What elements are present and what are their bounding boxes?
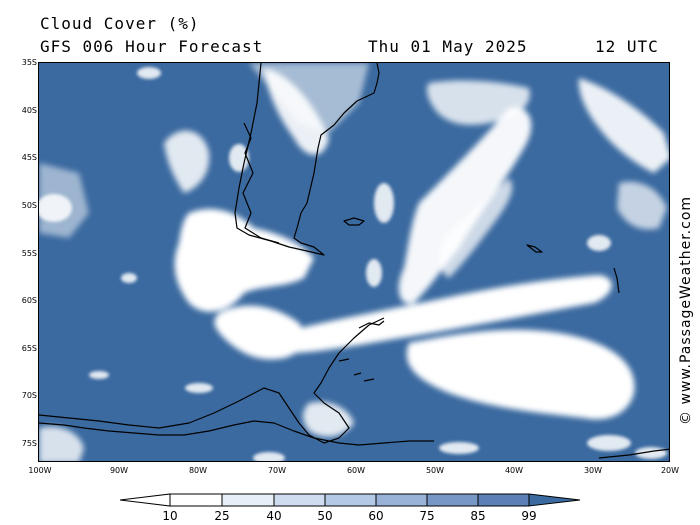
cloud-cell	[587, 235, 611, 251]
coastline-south-georgia	[526, 244, 543, 253]
legend-label-40: 40	[266, 509, 282, 523]
coastline-south-america	[234, 63, 380, 256]
lon-label-90w: 90W	[109, 466, 129, 475]
forecast-date: Thu 01 May 2025	[368, 37, 528, 56]
lon-label-80w: 80W	[188, 466, 208, 475]
lat-label-70s: 70S	[21, 391, 37, 400]
coastline-antarctic-islands	[338, 320, 385, 382]
colorbar-high-arrow	[528, 493, 581, 507]
cloud-field	[39, 63, 669, 461]
cloud-band-east	[578, 78, 669, 173]
lat-label-60s: 60S	[21, 296, 37, 305]
cloud-band-northeast	[426, 80, 530, 125]
cloud-swirl-center	[398, 107, 532, 304]
cloud-patch-southwest	[39, 426, 84, 461]
colorbar-swatch	[477, 493, 530, 507]
cloud-band-west-upper	[164, 130, 210, 193]
cloud-cell	[89, 371, 109, 379]
lon-label-50w: 50W	[425, 466, 445, 475]
colorbar-swatch	[426, 493, 479, 507]
cloud-cell	[439, 442, 479, 454]
cloud-cover-map	[38, 62, 670, 462]
colorbar-swatch	[324, 493, 377, 507]
colorbar-legend	[120, 493, 581, 507]
lat-label-75s: 75S	[21, 439, 37, 448]
cloud-band-north-center	[264, 68, 329, 155]
lat-label-65s: 65S	[21, 344, 37, 353]
cloud-swirl-inner	[439, 178, 513, 278]
lon-label-60w: 60W	[346, 466, 366, 475]
cloud-cell	[229, 144, 249, 172]
forecast-time: 12 UTC	[595, 37, 659, 56]
colorbar-swatch	[221, 493, 275, 507]
legend-label-10: 10	[162, 509, 178, 523]
lat-label-50s: 50S	[21, 201, 37, 210]
legend-label-85: 85	[470, 509, 486, 523]
cloud-cell	[366, 259, 382, 287]
lat-label-35s: 35S	[21, 58, 37, 67]
cloud-cell	[121, 273, 137, 283]
cloud-cells	[39, 67, 667, 461]
cloud-cell	[374, 183, 394, 223]
lat-label-55s: 55S	[21, 249, 37, 258]
legend-label-75: 75	[419, 509, 435, 523]
cloud-cell	[529, 379, 589, 407]
legend-label-50: 50	[317, 509, 333, 523]
legend-label-60: 60	[368, 509, 384, 523]
lat-label-45s: 45S	[21, 153, 37, 162]
cloud-patch-east	[617, 181, 667, 230]
coastline-south-sandwich	[613, 267, 620, 294]
cloud-cell	[253, 452, 285, 461]
cloud-cell	[137, 67, 161, 79]
colorbar-low-arrow	[120, 493, 171, 507]
coastline-fjords	[242, 122, 280, 244]
lon-label-30w: 30W	[583, 466, 603, 475]
colorbar-swatch	[375, 493, 428, 507]
lon-label-20w: 20W	[660, 466, 680, 475]
legend-label-99: 99	[521, 509, 537, 523]
map-canvas	[39, 63, 669, 461]
website-credit: © www.PassageWeather.com	[678, 195, 694, 425]
chart-title: Cloud Cover (%)	[40, 14, 200, 33]
cloud-cell	[185, 383, 213, 393]
coastlines	[39, 63, 669, 459]
lon-label-70w: 70W	[267, 466, 287, 475]
cloud-patch-antarctic	[303, 401, 354, 437]
coastline-antarctic-peninsula	[39, 317, 385, 444]
cloud-cell	[587, 435, 631, 451]
lat-label-40s: 40S	[21, 106, 37, 115]
coastline-west-antarctica	[39, 420, 434, 446]
cloud-mass-patagonia	[174, 208, 314, 312]
forecast-subtitle: GFS 006 Hour Forecast	[40, 37, 264, 56]
lon-label-100w: 100W	[28, 466, 52, 475]
colorbar-swatch	[169, 493, 223, 507]
colorbar-swatch	[273, 493, 326, 507]
cloud-cell	[39, 194, 72, 222]
coastline-falklands	[343, 217, 365, 226]
lon-label-40w: 40W	[504, 466, 524, 475]
legend-label-25: 25	[214, 509, 230, 523]
coastline-weddell	[598, 448, 669, 459]
